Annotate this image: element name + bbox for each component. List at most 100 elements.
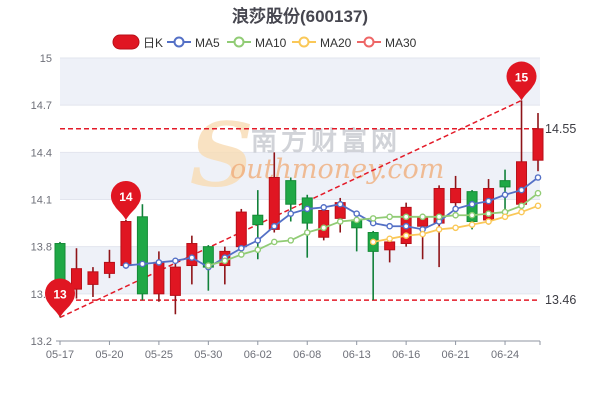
legend-label: MA20 [320, 36, 352, 50]
candle[interactable] [318, 205, 330, 241]
candle-body [252, 214, 264, 226]
legend: 日K MA5 MA10 MA20 MA30 [112, 34, 417, 50]
candle[interactable] [499, 169, 511, 211]
ma-point [320, 204, 328, 211]
legend-item-ma20[interactable]: MA20 [292, 36, 352, 50]
candle-body [136, 216, 148, 295]
ma-point [320, 224, 328, 232]
ma-point [534, 189, 542, 197]
legend-item-ma30[interactable]: MA30 [357, 36, 417, 50]
candle[interactable] [70, 248, 82, 299]
legend-label: MA5 [195, 36, 220, 50]
ma-point [287, 210, 295, 217]
pin-label: 13 [53, 287, 67, 301]
candle-body [103, 261, 115, 274]
x-tick-label: 06-13 [343, 349, 371, 361]
ma-point [402, 232, 410, 239]
ma-point [485, 197, 492, 205]
candle-body [87, 271, 99, 285]
candle[interactable] [532, 113, 544, 172]
candle[interactable] [120, 219, 132, 269]
candle[interactable] [103, 249, 115, 279]
y-tick-label: 14.1 [31, 195, 52, 207]
candle-body [516, 161, 528, 205]
candle-body [70, 268, 82, 290]
pin-label: 14 [119, 190, 133, 204]
ma-point [369, 215, 377, 222]
mark-pin[interactable]: 14 [110, 180, 141, 220]
ma-point [254, 246, 262, 254]
ma-point [485, 218, 492, 225]
candle-body [120, 221, 132, 267]
x-tick-label: 05-17 [46, 349, 74, 361]
ma-point [452, 205, 459, 213]
mark-pin[interactable]: 13 [45, 278, 76, 318]
ma-point [419, 230, 426, 238]
x-tick-label: 05-20 [95, 349, 123, 361]
ma-point [386, 213, 393, 221]
x-tick-label: 06-02 [244, 349, 272, 361]
legend-item-ma10[interactable]: MA10 [227, 36, 287, 50]
ma-point [534, 174, 542, 181]
ma-point [402, 213, 410, 221]
y-tick-label: 15 [40, 53, 52, 65]
x-tick-label: 06-16 [392, 349, 420, 361]
ma-point [270, 222, 278, 230]
legend-item-daily-k[interactable]: 日K [112, 34, 163, 50]
candle-body [169, 266, 181, 296]
ma-point [122, 262, 130, 269]
ma-point [353, 210, 360, 217]
ma10-circle-icon [233, 36, 245, 48]
ma-point [452, 211, 459, 219]
x-tick-label: 06-24 [491, 349, 519, 361]
ma-point [468, 221, 476, 228]
ma-point [238, 251, 245, 258]
candle-body [153, 261, 165, 295]
ma5-circle-icon [173, 36, 185, 48]
ma10-line [205, 189, 542, 269]
x-tick-label: 05-30 [194, 349, 222, 361]
y-tick-label: 13.2 [31, 336, 52, 348]
ref-line-label: 14.55 [545, 122, 576, 136]
candle-body [450, 187, 462, 204]
ma-point [468, 200, 476, 208]
ma-point [303, 229, 311, 236]
ma-point [238, 244, 245, 252]
candle[interactable] [136, 204, 148, 301]
candle-body [499, 180, 511, 188]
pin-balloon-icon [506, 61, 537, 101]
ma-point [468, 211, 476, 219]
ma20-line [369, 202, 542, 246]
ma-point [386, 222, 393, 230]
ma-point [501, 213, 509, 221]
ma-point [303, 205, 311, 213]
x-tick-label: 05-25 [145, 349, 173, 361]
ma-point [435, 213, 443, 221]
candle-body [285, 180, 297, 205]
ma-point [336, 200, 344, 208]
ma30-circle-icon [363, 36, 375, 48]
legend-item-ma5[interactable]: MA5 [167, 36, 220, 50]
pin-label: 15 [515, 70, 529, 84]
mark-pin[interactable]: 15 [506, 61, 537, 101]
ma-point [155, 259, 163, 266]
watermark: S 南方财富网 outhmoney.com [190, 103, 444, 207]
legend-label: 日K [143, 36, 163, 50]
ma-point [402, 222, 410, 230]
candle[interactable] [169, 262, 181, 315]
ma-point [386, 235, 393, 243]
legend-label: MA10 [255, 36, 287, 50]
candle-body [318, 210, 330, 238]
ma-point [139, 260, 146, 268]
pin-balloon-icon [110, 180, 141, 220]
ma5-line [122, 174, 542, 271]
candle[interactable] [87, 267, 99, 297]
ma-point [254, 237, 262, 244]
ma20-circle-icon [298, 36, 310, 48]
ma-point [435, 226, 443, 233]
ma-lines [122, 174, 542, 271]
y-tick-label: 14.7 [31, 100, 52, 112]
